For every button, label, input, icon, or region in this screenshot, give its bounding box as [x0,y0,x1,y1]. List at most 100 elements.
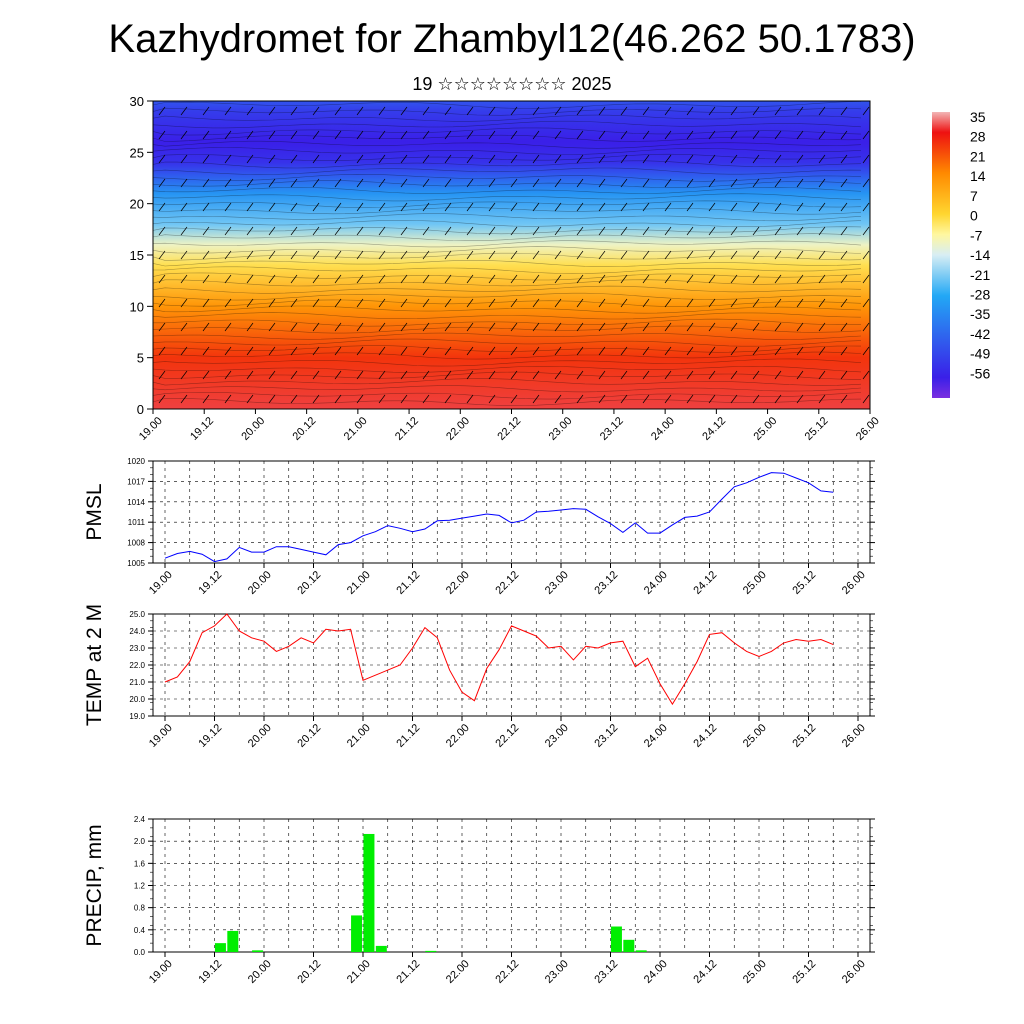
wind-barb [180,202,188,212]
wind-barb [466,274,474,284]
precip-bar [375,945,387,952]
wind-barb [202,346,210,356]
wind-barb [312,346,320,356]
x-tick-label: 25.00 [741,569,769,597]
wind-barb [466,130,474,140]
y-tick-label: 21.0 [129,678,145,687]
wind-barb [752,250,760,260]
wind-barb [510,226,518,236]
wind-barb [378,274,386,284]
streamline [152,351,862,360]
wind-barb [378,346,386,356]
wind-barb [400,370,408,380]
x-tick-label: 25.12 [790,569,818,597]
wind-barb [202,370,210,380]
wind-barb [620,226,628,236]
wind-barb [532,226,540,236]
wind-barb [224,370,232,380]
wind-barb [202,226,210,236]
x-tick-label: 26.00 [854,415,882,443]
wind-barb [554,298,562,308]
x-tick-label: 21.00 [345,958,373,986]
wind-barb [730,322,738,332]
streamline [152,252,862,261]
x-tick-label: 22.12 [493,722,521,750]
wind-barb [598,250,606,260]
wind-barb [444,154,452,164]
streamline [153,318,862,327]
wind-barb [246,298,254,308]
wind-barb [796,178,804,188]
wind-barb [598,274,606,284]
wind-barb [532,298,540,308]
wind-barb [554,250,562,260]
wind-barb [796,298,804,308]
x-tick-label: 24.00 [642,958,670,986]
wind-barb [356,178,364,188]
wind-barb [312,370,320,380]
wind-barb [686,370,694,380]
wind-barb [356,154,364,164]
wind-barb [576,298,584,308]
wind-barb [334,178,342,188]
wind-barb [598,394,606,404]
wind-barb [642,226,650,236]
wind-barb [444,202,452,212]
y-tick-label: 15 [130,248,144,263]
wind-barb [554,346,562,356]
chart-title: Kazhydromet for Zhambyl12(46.262 50.1783… [108,17,916,61]
x-tick-label: 22.12 [493,958,521,986]
colorbar [932,112,950,398]
streamline [152,167,862,175]
wind-barb [246,322,254,332]
wind-barb [818,202,826,212]
wind-barb [554,130,562,140]
wind-barb [862,250,870,260]
wind-barb [444,130,452,140]
x-tick-label: 20.12 [291,415,319,443]
wind-barb [488,130,496,140]
wind-barb [180,298,188,308]
wind-barb [202,178,210,188]
wind-barb [554,394,562,404]
y-tick-label: 19.0 [129,712,145,721]
wind-barb [576,130,584,140]
wind-barb [708,370,716,380]
y-tick-label: 0.0 [134,948,146,957]
wind-barb [774,346,782,356]
wind-barb [246,346,254,356]
wind-barb [664,250,672,260]
x-tick-label: 26.00 [840,958,868,986]
wind-barb [334,106,342,116]
precip-panel-ylabel: PRECIP, mm [83,824,106,946]
wind-barb [268,154,276,164]
wind-barb [488,298,496,308]
wind-barb [466,226,474,236]
x-tick-label: 24.00 [642,569,670,597]
wind-barb [158,178,166,188]
wind-barb [730,202,738,212]
streamline [152,233,862,241]
y-tick-label: 22.0 [129,661,145,670]
colorbar-label: 35 [970,109,986,125]
wind-barb [730,274,738,284]
wind-barb [554,178,562,188]
x-tick-label: 21.00 [345,722,373,750]
wind-barb [312,178,320,188]
y-tick-label: 20.0 [129,695,145,704]
precip-bar [227,930,239,952]
streamline [152,207,862,215]
wind-barb [510,322,518,332]
wind-barb [422,394,430,404]
x-tick-label: 21.12 [394,569,422,597]
wind-barb [708,298,716,308]
wind-barb [400,130,408,140]
wind-barb [158,370,166,380]
x-tick-label: 26.00 [840,722,868,750]
wind-barb [510,370,518,380]
wind-barb [730,394,738,404]
wind-barb [796,250,804,260]
wind-barb [466,394,474,404]
wind-barb [598,346,606,356]
wind-barb [312,202,320,212]
